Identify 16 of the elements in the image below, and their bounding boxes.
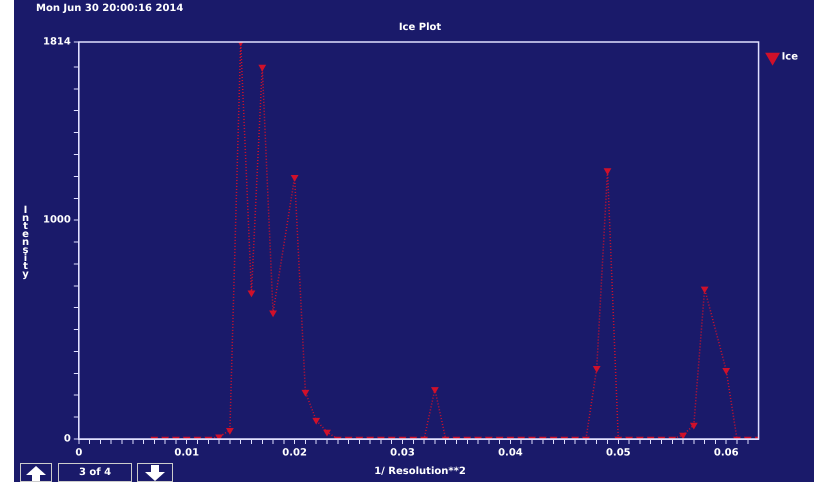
legend-label: Ice xyxy=(782,52,798,63)
text: 3 of 4 xyxy=(58,463,132,482)
x-tick-label: 0 xyxy=(75,448,82,459)
y-tick-label: 1814 xyxy=(42,36,71,48)
x-tick-label: 0.01 xyxy=(174,448,200,459)
x-tick-label: 0.04 xyxy=(498,448,523,459)
text: Mon Jun 30 20:00:16 2014 xyxy=(36,3,184,14)
x-tick-label: 0.03 xyxy=(390,448,415,459)
x-tick-label: 0.02 xyxy=(282,448,307,459)
y-tick-label: 0 xyxy=(64,434,71,445)
x-axis-title: 1/ Resolution**2 xyxy=(374,466,466,477)
y-axis-title: Intensity xyxy=(20,205,31,277)
x-tick-label: 0.05 xyxy=(606,448,631,459)
y-tick-label: 1000 xyxy=(42,214,71,226)
x-tick-label: 0.06 xyxy=(714,448,739,459)
chart-title: Ice Plot xyxy=(398,22,442,33)
